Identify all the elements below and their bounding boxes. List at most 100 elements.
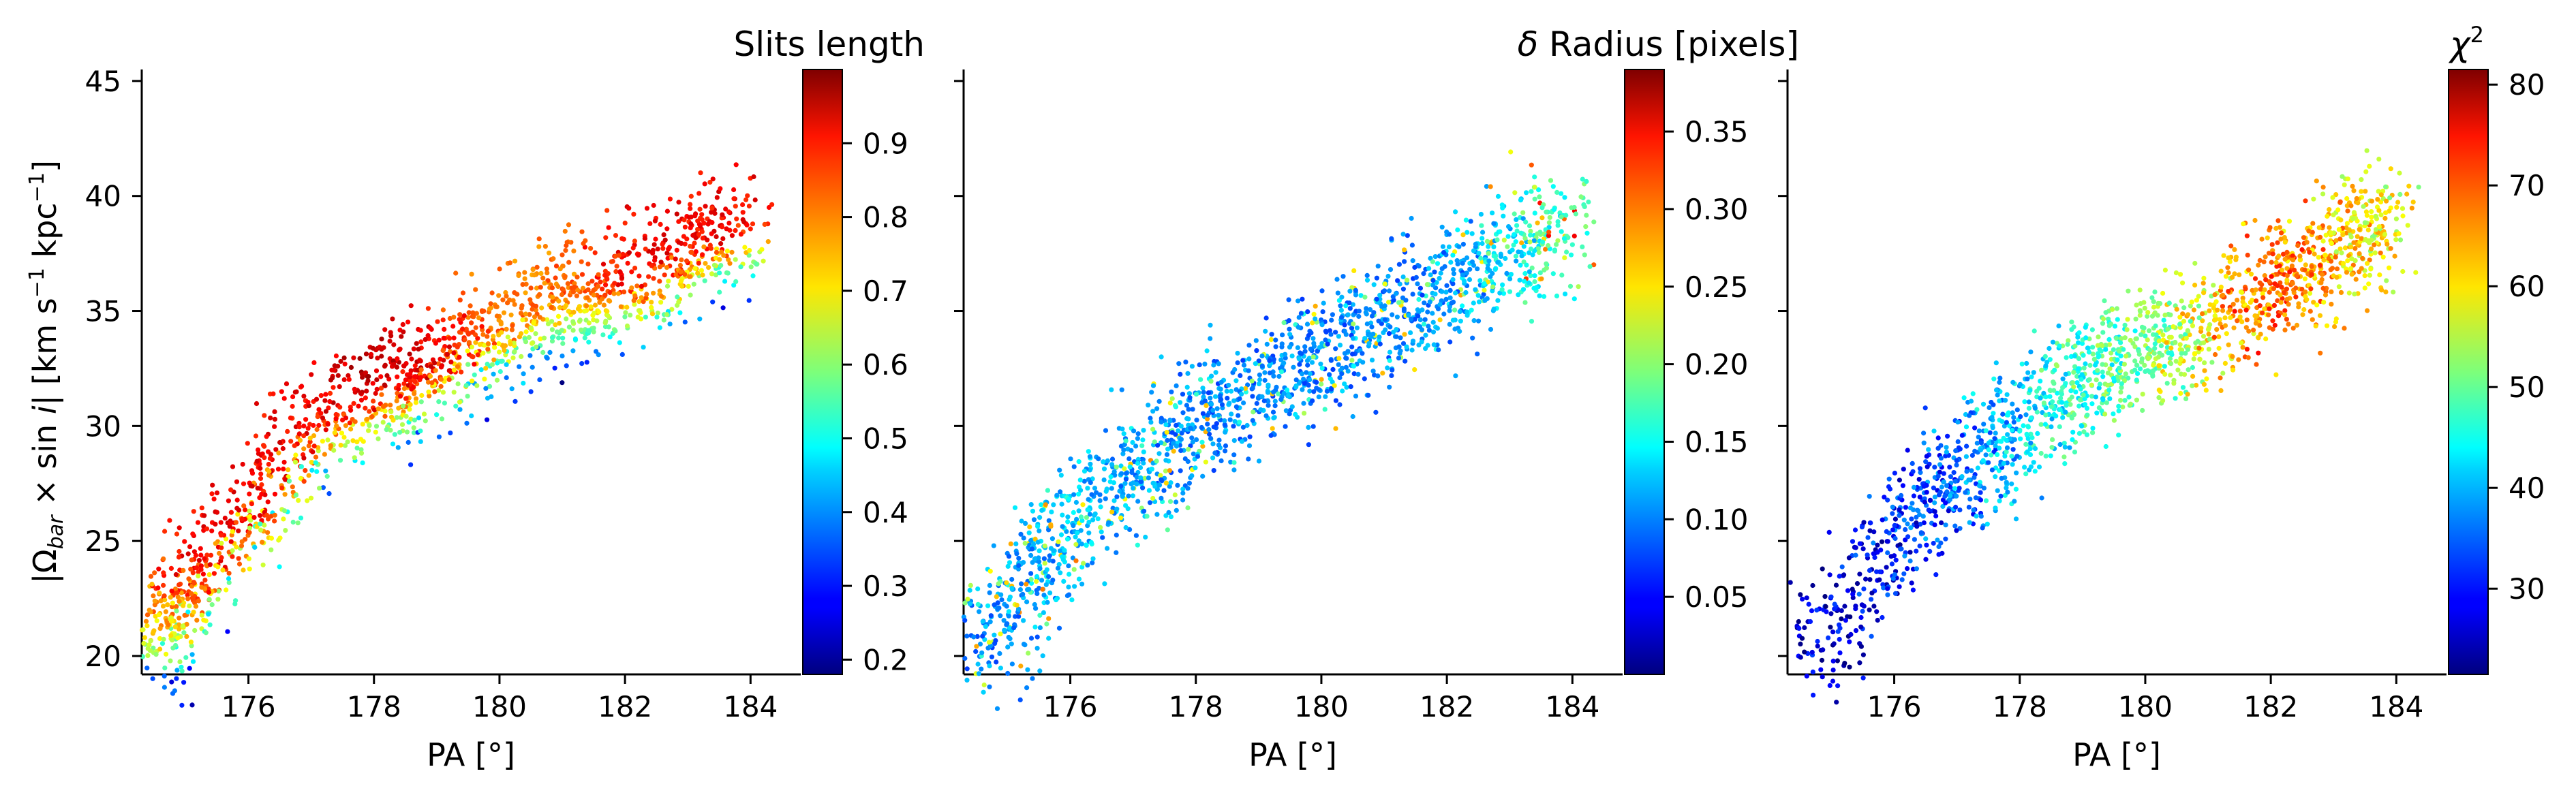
scatter-point bbox=[1343, 364, 1349, 370]
scatter-point bbox=[995, 600, 1000, 606]
scatter-point bbox=[247, 508, 252, 514]
scatter-point bbox=[1452, 307, 1458, 313]
scatter-point bbox=[254, 401, 260, 407]
scatter-point bbox=[2325, 323, 2330, 328]
scatter-point bbox=[161, 556, 166, 562]
scatter-point bbox=[1281, 360, 1287, 366]
y-tick-label: 45 bbox=[85, 65, 121, 98]
scatter-point bbox=[987, 568, 993, 574]
scatter-point bbox=[416, 346, 421, 352]
scatter-point bbox=[1218, 379, 1224, 385]
scatter-point bbox=[699, 229, 705, 234]
scatter-point bbox=[1924, 542, 1929, 548]
scatter-point bbox=[354, 439, 360, 445]
scatter-point bbox=[1501, 237, 1507, 243]
scatter-point bbox=[298, 515, 304, 521]
scatter-point bbox=[512, 302, 517, 307]
scatter-point bbox=[1253, 361, 1258, 366]
scatter-point bbox=[275, 467, 281, 472]
scatter-point bbox=[350, 438, 356, 443]
scatter-point bbox=[1455, 227, 1460, 233]
scatter-point bbox=[1854, 581, 1860, 587]
scatter-point bbox=[153, 652, 159, 657]
scatter-point bbox=[169, 679, 174, 685]
scatter-point bbox=[172, 587, 179, 592]
scatter-point bbox=[461, 313, 467, 319]
scatter-point bbox=[1955, 420, 1961, 425]
scatter-point bbox=[1026, 651, 1031, 656]
scatter-point bbox=[1440, 244, 1445, 249]
scatter-point bbox=[2275, 218, 2281, 223]
scatter-point bbox=[1865, 535, 1871, 540]
scatter-point bbox=[307, 439, 313, 445]
scatter-point bbox=[1931, 485, 1936, 490]
scatter-point bbox=[1918, 530, 1924, 535]
scatter-point bbox=[1322, 407, 1328, 412]
scatter-point bbox=[571, 284, 577, 290]
scatter-point bbox=[2337, 236, 2343, 242]
scatter-point bbox=[400, 369, 405, 375]
scatter-point bbox=[2133, 316, 2138, 322]
scatter-point bbox=[1133, 443, 1139, 449]
scatter-point bbox=[1216, 437, 1222, 443]
scatter-point bbox=[2111, 347, 2116, 352]
scatter-point bbox=[1993, 360, 1999, 366]
scatter-point bbox=[504, 294, 509, 299]
scatter-point bbox=[1135, 431, 1141, 437]
scatter-point bbox=[1491, 244, 1497, 249]
scatter-point bbox=[314, 426, 320, 433]
scatter-point bbox=[657, 325, 662, 330]
scatter-point bbox=[598, 279, 603, 285]
scatter-point bbox=[539, 305, 545, 311]
scatter-point bbox=[530, 302, 536, 308]
scatter-point bbox=[181, 567, 186, 574]
scatter-point bbox=[2005, 412, 2010, 418]
scatter-point bbox=[2228, 315, 2233, 320]
scatter-point bbox=[192, 627, 198, 634]
scatter-point bbox=[1917, 543, 1922, 549]
scatter-point bbox=[1518, 262, 1523, 268]
scatter-point bbox=[318, 393, 324, 398]
scatter-point bbox=[494, 377, 500, 383]
scatter-point bbox=[494, 313, 500, 319]
scatter-point bbox=[1398, 335, 1403, 341]
scatter-point bbox=[1473, 287, 1478, 292]
scatter-point bbox=[1311, 311, 1317, 317]
scatter-point bbox=[559, 252, 565, 257]
colorbar-tick-label: 0.7 bbox=[863, 275, 908, 308]
scatter-point bbox=[2069, 416, 2074, 421]
scatter-point bbox=[997, 651, 1002, 657]
scatter-point bbox=[2002, 423, 2007, 429]
scatter-point bbox=[425, 333, 431, 339]
scatter-point bbox=[1362, 336, 1368, 341]
scatter-point bbox=[438, 364, 444, 370]
scatter-point bbox=[1937, 489, 1943, 495]
scatter-point bbox=[1037, 528, 1042, 533]
scatter-point bbox=[1952, 523, 1958, 529]
scatter-point bbox=[2351, 210, 2357, 215]
scatter-point bbox=[2344, 196, 2350, 202]
scatter-point bbox=[537, 315, 542, 320]
scatter-point bbox=[1295, 345, 1300, 350]
scatter-point bbox=[1156, 451, 1162, 456]
scatter-point bbox=[199, 584, 204, 590]
scatter-point bbox=[339, 431, 345, 436]
scatter-point bbox=[1804, 673, 1809, 679]
scatter-point bbox=[1831, 641, 1837, 646]
scatter-point bbox=[2369, 215, 2374, 220]
scatter-point bbox=[1086, 449, 1091, 454]
scatter-point bbox=[1344, 356, 1349, 361]
scatter-point bbox=[1305, 309, 1310, 315]
scatter-point bbox=[1471, 248, 1477, 253]
scatter-point bbox=[2308, 286, 2314, 292]
scatter-point bbox=[1516, 292, 1521, 298]
scatter-point bbox=[1295, 298, 1301, 304]
scatter-point bbox=[2025, 370, 2031, 375]
scatter-point bbox=[1528, 228, 1533, 234]
scatter-point bbox=[2333, 254, 2338, 260]
scatter-point bbox=[331, 385, 336, 390]
scatter-point bbox=[1412, 367, 1417, 373]
scatter-point bbox=[498, 319, 504, 325]
scatter-point bbox=[1103, 428, 1109, 433]
scatter-point bbox=[1092, 511, 1098, 516]
